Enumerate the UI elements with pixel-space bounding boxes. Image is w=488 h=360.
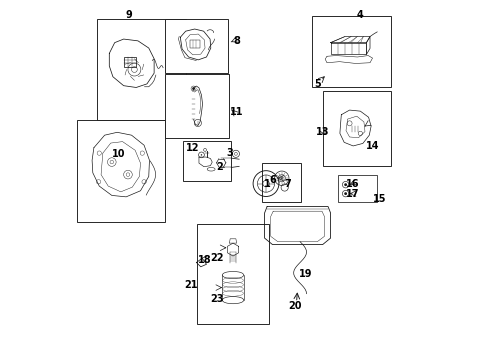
Circle shape (344, 192, 346, 195)
Text: 5: 5 (314, 79, 321, 89)
Text: 6: 6 (269, 175, 276, 185)
Text: 7: 7 (284, 179, 290, 189)
Text: 20: 20 (288, 301, 302, 311)
Bar (97, 19, 186, 120)
Text: 3: 3 (226, 148, 233, 158)
Text: 4: 4 (356, 10, 363, 20)
Text: 8: 8 (233, 36, 240, 46)
Bar (164, 19, 228, 73)
Circle shape (192, 87, 195, 90)
Bar (322, 91, 390, 166)
Text: 11: 11 (229, 107, 243, 117)
Bar (261, 163, 301, 202)
Text: 10: 10 (111, 149, 125, 159)
Text: 21: 21 (184, 280, 198, 290)
Bar (338, 175, 376, 202)
Text: 23: 23 (209, 294, 223, 304)
Text: 14: 14 (366, 141, 379, 151)
Bar (311, 16, 390, 87)
Bar (77, 120, 164, 222)
Bar (124, 57, 136, 67)
Text: 17: 17 (346, 189, 359, 199)
Bar (197, 224, 268, 324)
Text: 16: 16 (346, 179, 359, 189)
Text: 13: 13 (315, 127, 329, 136)
Circle shape (344, 183, 346, 186)
Text: 18: 18 (197, 255, 211, 265)
Bar (183, 141, 230, 181)
Text: 19: 19 (299, 269, 312, 279)
Circle shape (201, 154, 202, 156)
Text: 22: 22 (209, 253, 223, 263)
Text: 15: 15 (372, 194, 386, 204)
Text: 1: 1 (264, 179, 271, 189)
Bar (164, 74, 229, 138)
Text: 2: 2 (216, 162, 223, 172)
Text: 12: 12 (185, 143, 199, 153)
Text: 9: 9 (125, 10, 132, 20)
Bar (190, 40, 200, 48)
